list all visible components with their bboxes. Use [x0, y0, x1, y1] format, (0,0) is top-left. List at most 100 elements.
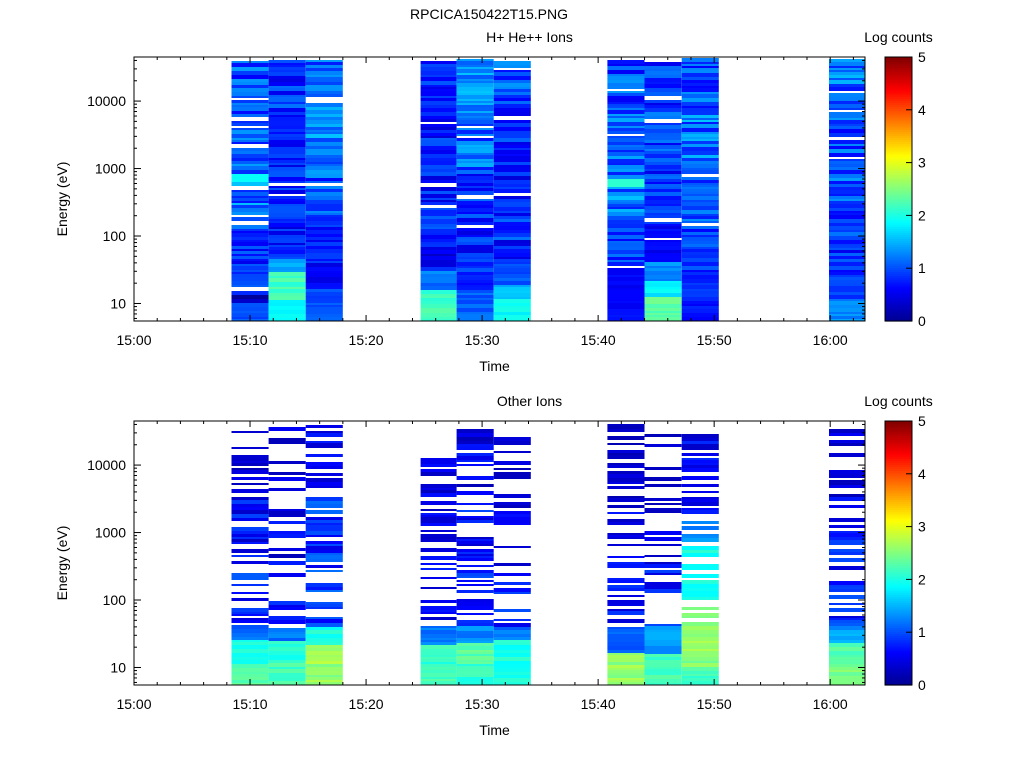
heatmap-cell	[231, 637, 269, 640]
heatmap-cell	[456, 191, 494, 195]
heatmap-cell	[268, 427, 306, 431]
heatmap-cell	[644, 88, 682, 92]
colorbar-swatch	[885, 538, 912, 542]
heatmap-cell	[681, 108, 719, 111]
heatmap-cell	[607, 588, 645, 591]
heatmap-cell	[420, 71, 457, 75]
heatmap-cell	[305, 178, 343, 181]
heatmap-cell	[607, 172, 645, 175]
heatmap-cell	[420, 271, 457, 274]
heatmap-cell	[829, 174, 865, 178]
heatmap-cell	[420, 222, 457, 224]
colorbar-swatch	[885, 567, 912, 571]
colorbar-swatch	[885, 269, 912, 273]
heatmap-cell	[829, 319, 865, 321]
heatmap-cell	[829, 301, 865, 305]
heatmap-cell	[681, 309, 719, 313]
heatmap-cell	[493, 588, 531, 592]
heatmap-cell	[231, 311, 269, 313]
heatmap-cell	[231, 555, 269, 557]
heatmap-cell	[493, 287, 531, 291]
heatmap-cell	[231, 205, 269, 208]
heatmap-cell	[607, 136, 645, 138]
heatmap-cell	[420, 301, 457, 304]
heatmap-cell	[305, 682, 343, 685]
colorbar-swatch	[885, 79, 912, 83]
heatmap-cell	[829, 114, 865, 118]
heatmap-cell	[420, 187, 457, 191]
heatmap-cell	[305, 651, 343, 655]
heatmap-cell	[305, 607, 343, 609]
heatmap-cell	[829, 429, 865, 433]
heatmap-cell	[305, 553, 343, 555]
heatmap-cell	[493, 502, 531, 505]
colorbar-swatch	[885, 288, 912, 291]
heatmap-cell	[420, 250, 457, 254]
colorbar-swatch	[885, 431, 912, 434]
heatmap-cell	[420, 458, 457, 462]
heatmap-cell	[268, 263, 306, 267]
heatmap-cell	[493, 165, 531, 168]
heatmap-cell	[607, 131, 645, 134]
colorbar-frame	[884, 420, 913, 686]
heatmap-cell	[829, 655, 865, 657]
heatmap-cell	[420, 317, 457, 319]
heatmap-cell	[829, 184, 865, 187]
heatmap-cell	[829, 292, 865, 295]
heatmap-cell	[456, 429, 494, 433]
heatmap-cell	[681, 607, 719, 610]
heatmap-cell	[268, 112, 306, 115]
heatmap-cell	[420, 247, 457, 250]
colorbar-swatch	[885, 608, 912, 612]
colorbar-swatch	[885, 73, 912, 77]
heatmap-cell	[420, 277, 457, 279]
heatmap-cell	[305, 501, 343, 504]
heatmap-cell	[681, 266, 719, 270]
heatmap-cell	[231, 111, 269, 114]
heatmap-cell	[493, 131, 531, 134]
colorbar-swatch	[885, 67, 912, 70]
heatmap-cell	[493, 156, 531, 159]
heatmap-cell	[268, 300, 306, 303]
heatmap-cell	[681, 313, 719, 317]
colorbar-swatch	[885, 670, 912, 674]
colorbar-swatch	[885, 63, 912, 66]
heatmap-cell	[420, 165, 457, 169]
colorbar-swatch	[885, 230, 912, 233]
heatmap-cell	[420, 105, 457, 108]
heatmap-cell	[493, 505, 531, 508]
heatmap-cell	[231, 537, 269, 539]
heatmap-cell	[305, 215, 343, 217]
heatmap-cell	[829, 112, 865, 114]
heatmap-cell	[607, 200, 645, 202]
colorbar-swatch	[885, 546, 912, 550]
heatmap-cell	[493, 262, 531, 264]
heatmap-cell	[644, 289, 682, 293]
heatmap-cell	[493, 180, 531, 184]
heatmap-cell	[829, 433, 865, 436]
heatmap-cell	[607, 108, 645, 110]
colorbar-swatch	[885, 579, 912, 583]
colorbar-swatch	[885, 205, 912, 209]
heatmap-cell	[493, 619, 531, 621]
heatmap-cell	[268, 213, 306, 217]
heatmap-cell	[829, 295, 865, 297]
heatmap-cell	[681, 262, 719, 266]
heatmap-cell	[268, 134, 306, 137]
heatmap-cell	[456, 503, 494, 505]
colorbar-swatch	[885, 439, 912, 443]
heatmap-cell	[268, 303, 306, 306]
heatmap-cell	[420, 208, 457, 210]
colorbar-swatch	[885, 478, 912, 482]
heatmap-cell	[681, 622, 719, 626]
heatmap-cell	[456, 174, 494, 176]
heatmap-cell	[305, 211, 343, 213]
heatmap-cell	[305, 158, 343, 162]
colorbar-swatch	[885, 248, 912, 252]
heatmap-cell	[456, 186, 494, 188]
heatmap-cell	[829, 660, 865, 664]
colorbar-swatch	[885, 602, 912, 606]
heatmap-cell	[456, 650, 494, 652]
colorbar-swatch	[885, 660, 912, 663]
heatmap-cell	[644, 266, 682, 268]
